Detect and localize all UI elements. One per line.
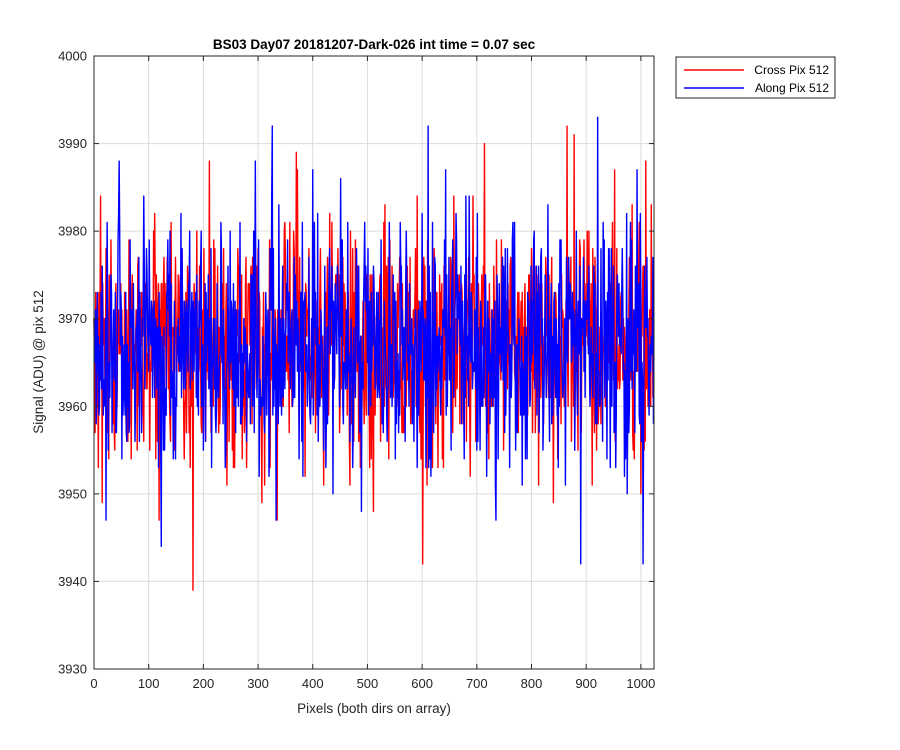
y-tick-label: 3990: [58, 136, 87, 151]
plot-frame: [93, 55, 655, 670]
y-axis-label: Signal (ADU) @ pix 512: [31, 290, 46, 434]
legend-box: [675, 56, 836, 99]
x-tick-label: 900: [575, 676, 597, 691]
chart-title: BS03 Day07 20181207-Dark-026 int time = …: [213, 37, 536, 52]
x-tick-label: 500: [357, 676, 379, 691]
y-tick-label: 4000: [58, 49, 87, 64]
y-tick-label: 3970: [58, 311, 87, 326]
x-tick-label: 100: [138, 676, 160, 691]
x-tick-label: 800: [521, 676, 543, 691]
legend-label-along: Along Pix 512: [755, 81, 829, 95]
x-tick-label: 1000: [626, 676, 655, 691]
y-tick-label: 3960: [58, 399, 87, 414]
x-tick-label: 0: [90, 676, 97, 691]
legend: Cross Pix 512 Along Pix 512: [675, 56, 836, 99]
y-tick-label: 3980: [58, 224, 87, 239]
x-tick-label: 700: [466, 676, 488, 691]
x-tick-label: 600: [411, 676, 433, 691]
x-axis-label: Pixels (both dirs on array): [297, 701, 451, 716]
series-line-along-pix-512: [93, 116, 655, 565]
x-tick-label: 300: [247, 676, 269, 691]
series-layer: [93, 116, 655, 591]
x-tick-label: 400: [302, 676, 324, 691]
y-tick-label: 3930: [58, 662, 87, 677]
ticks: 0 100 200 300 400 500 600 700 800 900 1000 3930 3940…: [58, 49, 655, 692]
legend-label-cross: Cross Pix 512: [754, 63, 829, 77]
x-tick-label: 200: [193, 676, 215, 691]
y-tick-label: 3940: [58, 574, 87, 589]
y-tick-label: 3950: [58, 486, 87, 501]
